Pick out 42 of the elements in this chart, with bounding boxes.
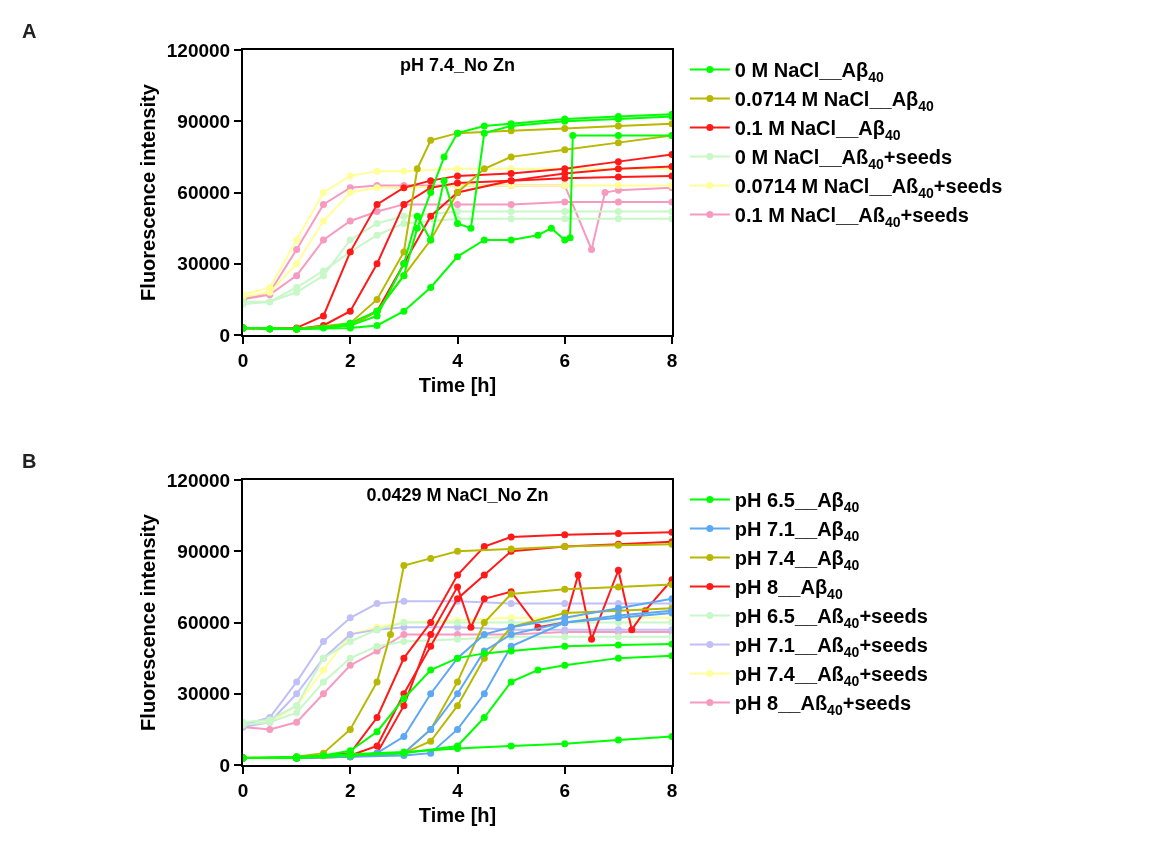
text: B (22, 450, 37, 472)
x-tick-label: 6 (559, 349, 571, 371)
text: A (22, 20, 37, 42)
y-tick-label: 60000 (177, 182, 231, 204)
x-tick-label: 8 (666, 779, 678, 801)
legend-label: 0 M NaCl__Aß$_{40}$+seeds (734, 146, 953, 172)
legend-label: pH 7.1__Aβ$_{40}$ (734, 518, 860, 544)
y-tick-label: 120000 (166, 39, 231, 61)
x-axis-title: Time [h] (418, 803, 497, 826)
x-tick-label: 0 (237, 779, 249, 801)
chart-title: pH 7.4_No Zn (399, 55, 516, 76)
y-axis-title: Fluorescence intensity (136, 513, 159, 731)
x-tick-label: 6 (559, 779, 571, 801)
x-tick-label: 4 (452, 349, 464, 371)
y-axis-title: Fluorescence intensity (136, 83, 159, 301)
legend-label: pH 7.1__Aß$_{40}$+seeds (734, 634, 928, 660)
x-axis-title: Time [h] (418, 373, 497, 396)
legend-label: pH 8__Aß$_{40}$+seeds (734, 692, 912, 718)
legend-label: pH 7.4__Aß$_{40}$+seeds (734, 663, 928, 689)
legend-label: pH 8__Aβ$_{40}$ (734, 576, 843, 602)
x-tick-label: 2 (344, 349, 356, 371)
legend-label: 0 M NaCl__Aβ$_{40}$ (734, 59, 885, 85)
legend-label: 0.0714 M NaCl__Aβ$_{40}$ (734, 88, 935, 114)
x-tick-label: 4 (452, 779, 464, 801)
y-tick-label: 30000 (177, 683, 231, 705)
x-tick-label: 8 (666, 349, 678, 371)
legend-label: 0.1 M NaCl__Aß$_{40}$+seeds (734, 204, 969, 230)
x-tick-label: 2 (344, 779, 356, 801)
chart-title: 0.0429 M NaCl_No Zn (366, 485, 549, 506)
y-tick-label: 60000 (177, 612, 231, 634)
y-tick-label: 90000 (177, 540, 231, 562)
y-tick-label: 0 (219, 324, 231, 346)
legend-label: pH 6.5__Aß$_{40}$+seeds (734, 605, 928, 631)
y-tick-label: 30000 (177, 253, 231, 275)
legend-label: pH 7.4__Aβ$_{40}$ (734, 547, 860, 573)
legend-label: 0.1 M NaCl__Aβ$_{40}$ (734, 117, 901, 143)
y-tick-label: 90000 (177, 110, 231, 132)
legend-label: pH 6.5__Aβ$_{40}$ (734, 489, 860, 515)
y-tick-label: 0 (219, 754, 231, 776)
y-tick-label: 120000 (166, 469, 231, 491)
legend-label: 0.0714 M NaCl__Aß$_{40}$+seeds (734, 175, 1003, 201)
x-tick-label: 0 (237, 349, 249, 371)
